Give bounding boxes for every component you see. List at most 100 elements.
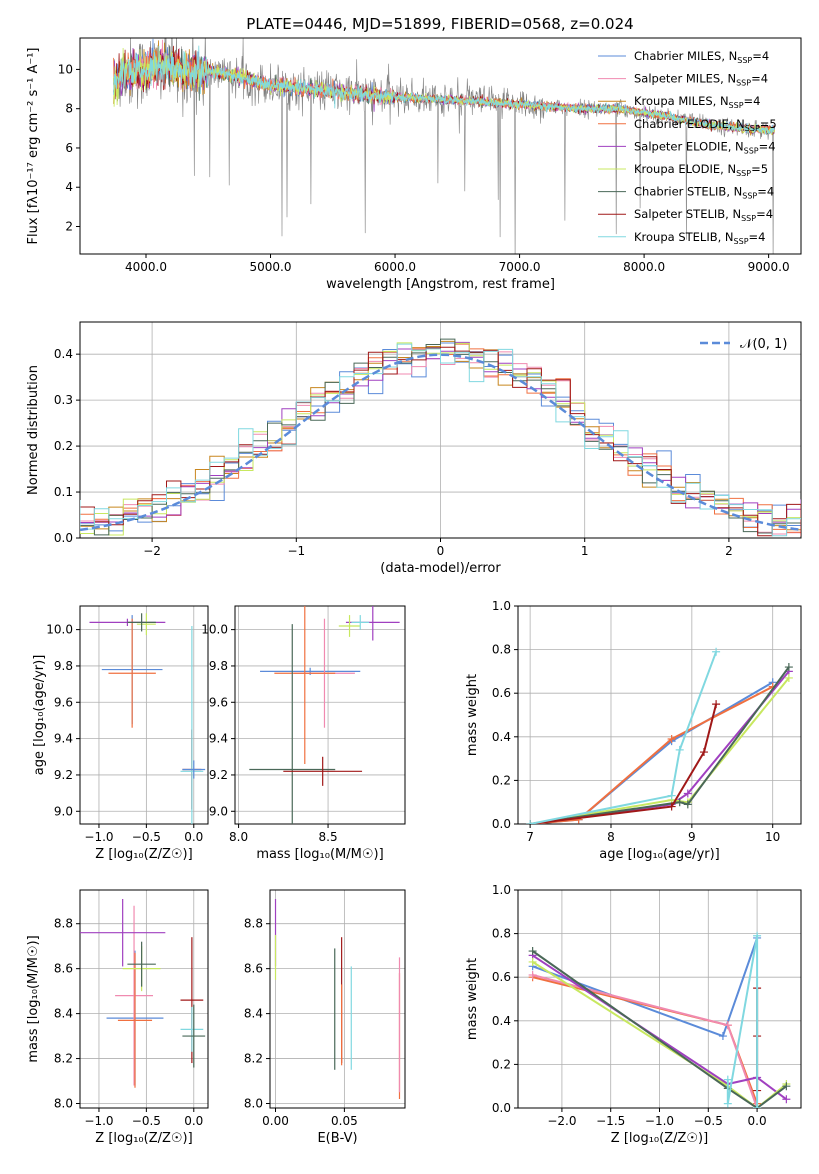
legend-suffix: =4 (752, 49, 769, 63)
x-tick-label: 8000.0 (623, 260, 665, 274)
x-tick-label: −1.0 (84, 830, 113, 844)
y-tick-label: 0.6 (492, 686, 511, 700)
legend-subscript: SSP (744, 146, 759, 155)
y-tick-label: 2 (65, 220, 73, 234)
y-tick-label: 8.8 (244, 917, 263, 931)
x-axis-label: mass [log₁₀(M/M☉)] (256, 847, 383, 862)
y-tick-label: 9.2 (209, 768, 228, 782)
weight-marker (784, 663, 793, 672)
y-axis-label: mass [log₁₀(M/M☉)] (26, 935, 41, 1062)
weight-marker (528, 947, 537, 956)
weight-line (529, 651, 718, 824)
y-tick-label: 8.2 (54, 1052, 73, 1066)
x-tick-label: 6000.0 (374, 260, 416, 274)
legend-label: Chabrier MILES, NSSP=4 (634, 49, 769, 65)
x-tick-label: 0.00 (262, 1114, 289, 1128)
weight-marker (528, 957, 537, 966)
y-tick-label: 0.4 (492, 730, 511, 744)
x-axis-label: (data-model)/error (380, 561, 501, 576)
legend-label: Salpeter STELIB, NSSP=4 (634, 207, 773, 223)
y-tick-label: 9.6 (209, 695, 228, 709)
figure-title: PLATE=0446, MJD=51899, FIBERID=0568, z=0… (246, 15, 633, 33)
x-tick-label: 10 (765, 830, 780, 844)
x-tick-label: −1.0 (84, 1114, 113, 1128)
weight-marker (718, 1032, 727, 1041)
y-tick-label: 0.0 (492, 817, 511, 831)
legend-subscript: SSP (737, 56, 752, 65)
axes-frame (79, 889, 209, 1109)
x-tick-label: 9 (688, 830, 696, 844)
y-tick-label: 0.2 (492, 773, 511, 787)
legend-suffix: =4 (757, 185, 774, 199)
y-tick-label: 0.4 (54, 347, 73, 361)
weight-line (532, 950, 787, 1108)
y-axis-label: age [log₁₀(age/yr)] (32, 655, 47, 776)
x-tick-label: −0.5 (694, 1114, 723, 1128)
y-tick-label: 9.6 (54, 695, 73, 709)
y-tick-label: 8.0 (54, 1097, 73, 1111)
y-tick-label: 0.3 (54, 393, 73, 407)
weight-marker (712, 647, 721, 656)
x-tick-label: 8.0 (229, 830, 248, 844)
axes-frame (517, 605, 802, 825)
y-tick-label: 6 (65, 141, 73, 155)
weight-marker (723, 1075, 732, 1084)
legend-suffix: =4 (749, 230, 766, 244)
histogram-step (80, 343, 801, 537)
legend-label: Chabrier STELIB, NSSP=4 (634, 185, 774, 201)
x-axis-label: Z [log₁₀(Z/Z☉)] (95, 847, 192, 862)
weight-lines (528, 931, 791, 1108)
legend-subscript: SSP (745, 124, 760, 133)
x-axis-label: age [log₁₀(age/yr)] (599, 847, 720, 862)
weight-marker (683, 789, 692, 798)
x-tick-label: 0.0 (748, 1114, 767, 1128)
y-tick-label: 8.0 (244, 1097, 263, 1111)
error-bars (80, 898, 206, 1088)
x-tick-label: 7 (526, 830, 534, 844)
y-tick-label: 10.0 (46, 623, 73, 637)
weight-line (532, 937, 759, 1038)
axes-frame (234, 605, 406, 825)
x-tick-label: 7000.0 (499, 260, 541, 274)
legend-suffix: =4 (751, 72, 768, 86)
weight-vs-Z-panel: −2.0 −1.5 −1.0 −0.5 0.0 0.0 0.2 0.4 0.6 0.8 1.0 Z [… (465, 883, 802, 1146)
mass-vs-Z-panel: −1.0 −0.5 0.0 8.0 8.2 8.4 8.6 8.8 Z [log₁₀(Z/Z☉)… (26, 889, 209, 1146)
histograms (80, 338, 801, 537)
y-tick-label: 10 (58, 62, 73, 76)
x-tick-label: −2.0 (547, 1114, 576, 1128)
y-tick-label: 0.2 (492, 1057, 511, 1071)
x-tick-label: 0.05 (331, 1114, 358, 1128)
normal-curve (80, 353, 801, 532)
y-axis-label: Normed distribution (26, 365, 41, 495)
weight-marker (528, 971, 537, 980)
y-tick-label: 9.2 (54, 768, 73, 782)
error-bars (249, 606, 400, 824)
y-axis-label: mass weight (465, 958, 480, 1040)
y-axis-label: Flux [fλ10⁻¹⁷ erg cm⁻² s⁻¹ A⁻¹] (26, 48, 41, 245)
weight-line (726, 935, 759, 1108)
error-bars (274, 898, 401, 1100)
spectrum-legend: Chabrier MILES, NSSP=4 Salpeter MILES, NS… (598, 49, 777, 246)
x-tick-label: 8 (607, 830, 615, 844)
legend-subscript: SSP (736, 79, 751, 88)
y-tick-label: 0.0 (492, 1101, 511, 1115)
x-tick-label: −0.5 (132, 830, 161, 844)
y-tick-label: 9.4 (54, 732, 73, 746)
weight-marker (675, 798, 684, 807)
legend-subscript: SSP (742, 192, 757, 201)
x-tick-label: −1.0 (645, 1114, 674, 1128)
legend-suffix: =4 (759, 139, 776, 153)
weight-marker (784, 673, 793, 682)
x-tick-label: 9000.0 (748, 260, 790, 274)
legend-label: Chabrier ELODIE, NSSP=5 (634, 117, 777, 133)
age-vs-mass-panel: 8.0 8.5 9.0 9.2 9.4 9.6 9.8 10.0 mass [log₁₀(M/M… (201, 605, 406, 862)
x-axis-label: E(B-V) (317, 1131, 357, 1146)
legend-subscript: SSP (734, 237, 749, 246)
x-tick-label: 1 (581, 544, 589, 558)
y-tick-label: 8 (65, 102, 73, 116)
spectrum-panel: 4000.0 5000.0 6000.0 7000.0 8000.0 9000.0 2 4 6 8… (26, 37, 802, 292)
y-tick-label: 0.2 (54, 439, 73, 453)
legend-subscript: SSP (736, 169, 751, 178)
y-axis-label: mass weight (465, 674, 480, 756)
